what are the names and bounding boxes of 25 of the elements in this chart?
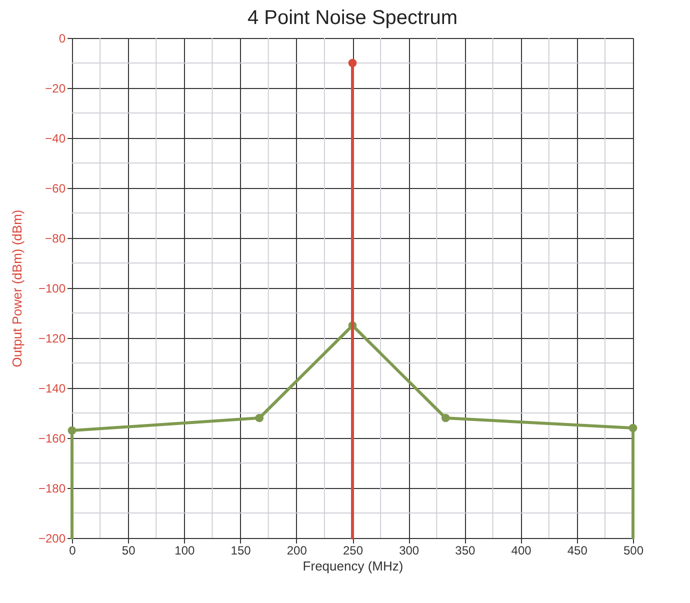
x-tick-label: 150: [230, 544, 252, 558]
y-axis-title: Output Power (dBm) (dBm): [9, 210, 24, 368]
y-tick-label: 0: [58, 32, 66, 46]
y-tick-label: −100: [38, 282, 66, 296]
y-tick-label: −20: [45, 82, 66, 96]
x-tick-label: 0: [69, 544, 76, 558]
x-axis-title: Frequency (MHz): [302, 558, 404, 574]
y-tick-label: −200: [38, 532, 66, 546]
x-tick-label: 100: [174, 544, 196, 558]
y-tick-label: −60: [45, 182, 66, 196]
x-tick-label: 300: [399, 544, 420, 558]
y-tick-label: −160: [38, 432, 66, 446]
x-tick-label: 250: [342, 544, 364, 558]
x-tick-label: 50: [122, 544, 136, 558]
y-tick-label: −140: [38, 382, 66, 396]
y-tick-label: −80: [45, 232, 66, 246]
y-tick-label: −40: [45, 132, 66, 146]
y-tick-label: −180: [38, 482, 66, 496]
x-tick-label: 200: [286, 544, 308, 558]
x-tick-label: 500: [623, 544, 644, 558]
chart-title: 4 Point Noise Spectrum: [247, 7, 458, 29]
x-tick-label: 400: [511, 544, 532, 558]
x-tick-label: 350: [455, 544, 476, 558]
x-tick-label: 450: [567, 544, 588, 558]
y-tick-label: −120: [38, 332, 66, 346]
